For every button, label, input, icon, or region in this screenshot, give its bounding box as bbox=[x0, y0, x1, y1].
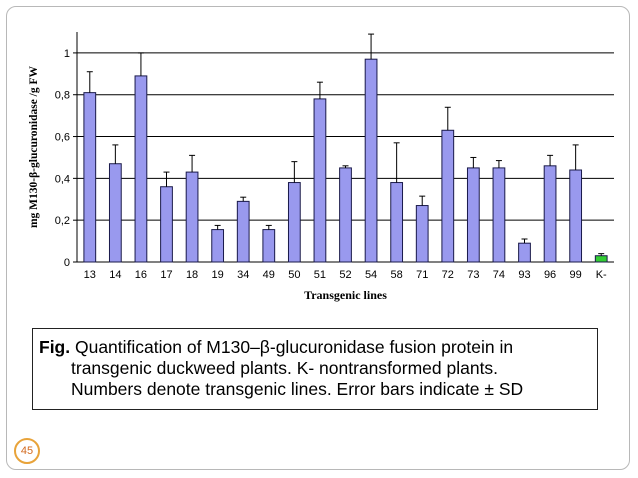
x-tick-label: 54 bbox=[365, 269, 377, 281]
bar-73 bbox=[466, 167, 480, 263]
caption-line-3: Numbers denote transgenic lines. Error b… bbox=[71, 379, 524, 399]
x-tick-label: 34 bbox=[237, 269, 249, 281]
bar-93 bbox=[518, 242, 531, 263]
x-tick-label: 18 bbox=[186, 269, 198, 281]
x-tick-label: 96 bbox=[544, 269, 556, 281]
bar-71 bbox=[415, 205, 429, 263]
bar-18 bbox=[185, 171, 199, 263]
x-tick-label: K- bbox=[596, 269, 607, 281]
x-tick-label: 14 bbox=[109, 269, 121, 281]
bar-51 bbox=[313, 98, 327, 263]
x-tick-label: 49 bbox=[263, 269, 275, 281]
x-tick-label: 52 bbox=[339, 269, 351, 281]
x-tick-label: 50 bbox=[288, 269, 300, 281]
bar-chart: 0 0,2 0,4 0,6 0,8 1 13 14 16 17 18 19 34 49 50 51 52 54 58… bbox=[28, 32, 614, 302]
bar-13 bbox=[83, 92, 97, 263]
bar-72 bbox=[441, 129, 455, 263]
bar-50 bbox=[287, 182, 301, 263]
bar-16 bbox=[134, 75, 148, 263]
bar-49 bbox=[262, 229, 276, 263]
bar-96 bbox=[543, 165, 557, 263]
caption-line-1: Fig. Quantification of M130–β-glucuronid… bbox=[39, 337, 587, 358]
y-tick-label: 0 bbox=[64, 257, 70, 269]
y-tick-label: 1 bbox=[64, 48, 70, 60]
x-tick-label: 73 bbox=[467, 269, 479, 281]
x-tick-label: 13 bbox=[84, 269, 96, 281]
x-axis-title: Transgenic lines bbox=[304, 288, 387, 302]
x-tick-label: 72 bbox=[442, 269, 454, 281]
caption-text-1: Quantification of M130–β-glucuronidase f… bbox=[70, 337, 514, 357]
y-tick-label: 0,4 bbox=[55, 173, 70, 185]
bar-K- bbox=[594, 255, 608, 263]
x-tick-label: 19 bbox=[212, 269, 224, 281]
x-tick-label: 58 bbox=[391, 269, 403, 281]
bar-74 bbox=[492, 167, 506, 263]
y-tick-label: 0,6 bbox=[55, 132, 70, 144]
x-tick-label: 16 bbox=[135, 269, 147, 281]
x-tick-label: 93 bbox=[518, 269, 530, 281]
x-tick-label: 17 bbox=[160, 269, 172, 281]
page-number-badge: 45 bbox=[14, 438, 40, 464]
x-tick-label: 99 bbox=[570, 269, 582, 281]
figure-caption: Fig. Quantification of M130–β-glucuronid… bbox=[32, 328, 598, 410]
bar-34 bbox=[236, 200, 250, 263]
bar-52 bbox=[339, 167, 352, 263]
y-axis-title: mg M130-β-glucuronidase /g FW bbox=[28, 65, 40, 228]
x-tick-label: 71 bbox=[416, 269, 428, 281]
x-tick-label: 74 bbox=[493, 269, 505, 281]
caption-fig-label: Fig. bbox=[39, 337, 71, 357]
y-tick-label: 0,8 bbox=[55, 90, 70, 102]
y-tick-label: 0,2 bbox=[55, 215, 70, 227]
bar-99 bbox=[569, 169, 583, 263]
x-tick-label: 51 bbox=[314, 269, 326, 281]
bar-17 bbox=[160, 186, 173, 263]
bar-54 bbox=[364, 58, 378, 263]
caption-line-2: transgenic duckweed plants. K- nontransf… bbox=[71, 358, 499, 378]
bar-14 bbox=[108, 163, 122, 263]
bar-19 bbox=[211, 229, 225, 263]
bar-58 bbox=[390, 182, 404, 263]
